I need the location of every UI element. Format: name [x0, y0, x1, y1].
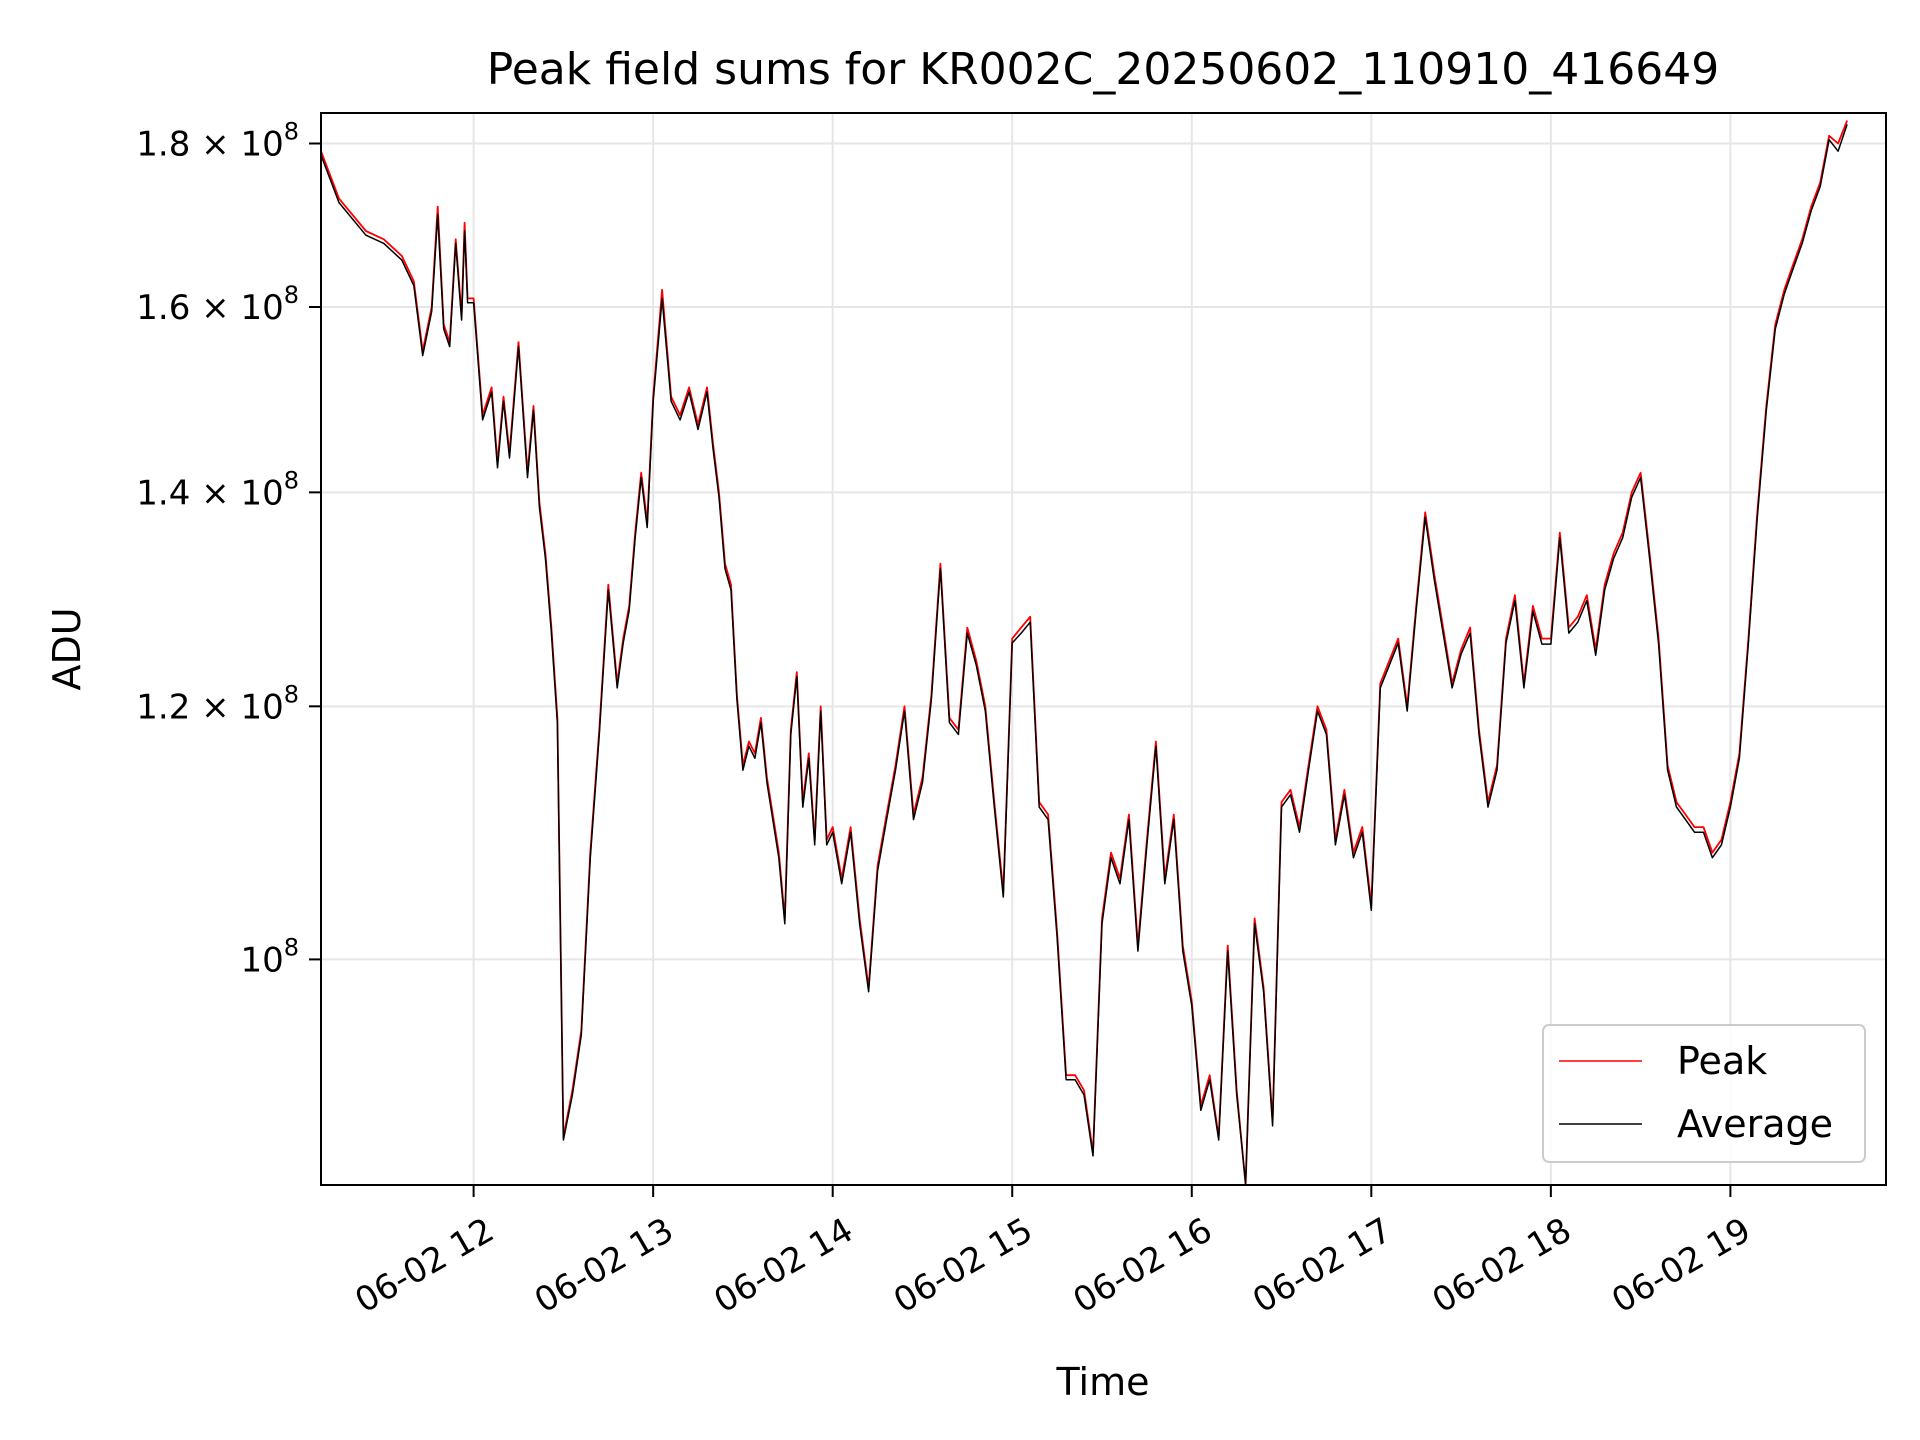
series-lines [320, 120, 1848, 1186]
legend-box [1542, 1024, 1866, 1163]
grid [321, 113, 1886, 1185]
y-axis-label: ADU [45, 607, 89, 690]
y-axis-ticks: 108 1.2 × 108 1.4 × 108 1.6 × 108 1.8 × 108 [136, 118, 321, 980]
y-tick-label: 1.2 × 108 [136, 680, 299, 727]
y-tick-label: 108 [240, 933, 299, 980]
y-tick-label: 1.8 × 108 [136, 118, 299, 165]
axes-frame [320, 112, 1887, 1186]
y-tick-label: 1.4 × 108 [136, 466, 299, 513]
series-line-average [320, 124, 1848, 1185]
y-tick-label: 1.6 × 108 [136, 281, 299, 328]
legend-label-peak: Peak [1677, 1039, 1767, 1083]
chart-title: Peak field sums for KR002C_20250602_1109… [487, 44, 1719, 95]
legend-label-average: Average [1677, 1102, 1833, 1146]
legend: Peak Average [1542, 1024, 1866, 1163]
x-axis-label: Time [1056, 1360, 1150, 1404]
